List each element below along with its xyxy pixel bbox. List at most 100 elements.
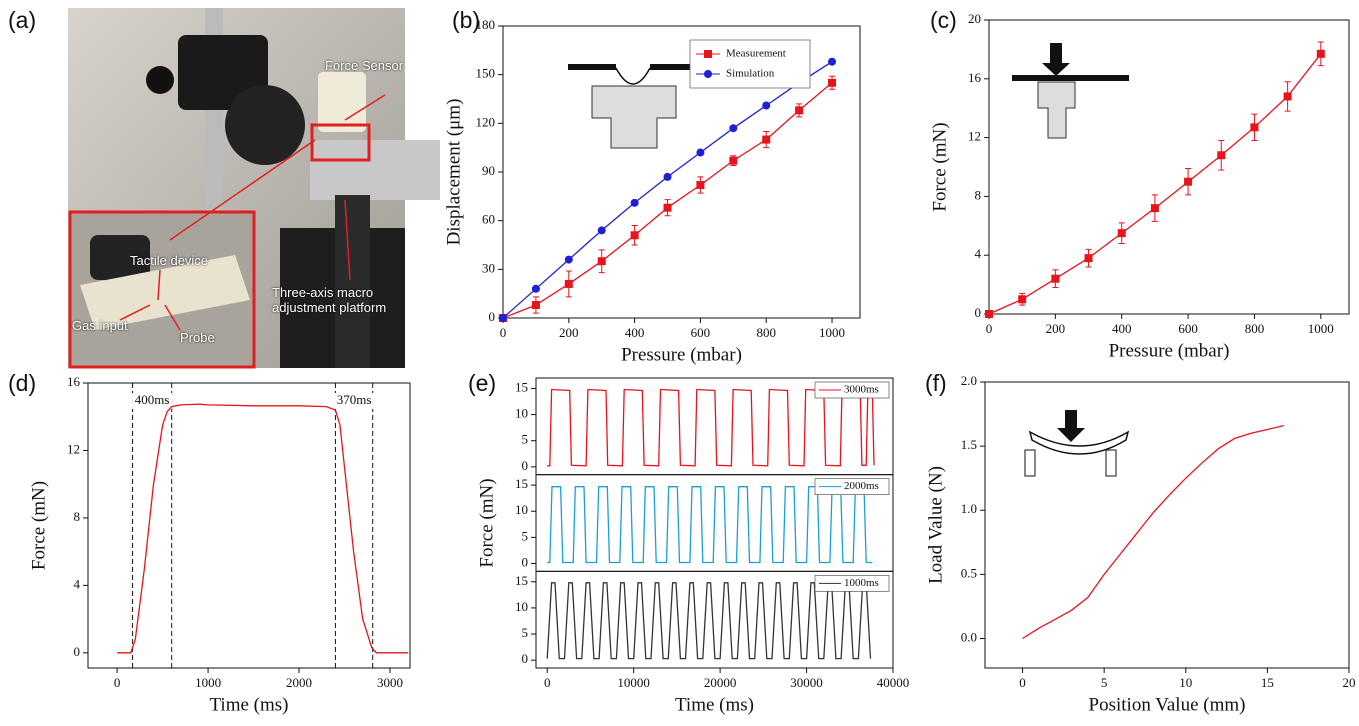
data-point bbox=[762, 101, 771, 110]
x-tick-label: 20 bbox=[1343, 675, 1356, 690]
data-point bbox=[828, 57, 837, 66]
data-point bbox=[1217, 151, 1226, 160]
y-tick-label: 16 bbox=[67, 374, 81, 389]
y-tick-label: 150 bbox=[476, 66, 496, 81]
data-line bbox=[117, 403, 409, 654]
y-tick-label: 8 bbox=[975, 187, 982, 202]
y-axis-label: Force (mN) bbox=[28, 481, 49, 570]
annotation: 370ms bbox=[337, 392, 372, 407]
data-point bbox=[1184, 177, 1193, 186]
legend-marker bbox=[704, 70, 712, 78]
photo-label: Three-axis macro adjustment platform bbox=[272, 285, 387, 315]
y-tick-label: 0 bbox=[522, 458, 529, 473]
data-point bbox=[795, 106, 804, 115]
data-point bbox=[1117, 229, 1126, 238]
y-tick-label: 0 bbox=[489, 309, 496, 324]
data-point bbox=[1084, 254, 1093, 263]
x-axis-label: Pressure (mbar) bbox=[621, 344, 742, 365]
x-tick-label: 5 bbox=[1101, 675, 1108, 690]
inset-b bbox=[568, 64, 698, 149]
x-tick-label: 30000 bbox=[790, 675, 823, 690]
data-point bbox=[729, 124, 738, 133]
x-tick-label: 200 bbox=[559, 325, 579, 340]
x-tick-label: 2000 bbox=[286, 675, 312, 690]
y-tick-label: 16 bbox=[968, 70, 982, 85]
data-line bbox=[547, 486, 873, 564]
x-tick-label: 800 bbox=[1245, 321, 1265, 336]
data-point bbox=[663, 172, 672, 181]
y-tick-label: 0 bbox=[522, 651, 529, 666]
data-point bbox=[1283, 92, 1292, 101]
y-tick-label: 15 bbox=[515, 476, 528, 491]
y-tick-label: 12 bbox=[67, 441, 80, 456]
plot-frame bbox=[535, 570, 894, 669]
legend-box bbox=[814, 574, 890, 592]
panel-label: (b) bbox=[452, 7, 480, 33]
y-tick-label: 60 bbox=[482, 212, 495, 227]
x-tick-label: 10000 bbox=[617, 675, 650, 690]
annotation-bg bbox=[132, 393, 173, 409]
y-tick-label: 90 bbox=[482, 163, 495, 178]
x-tick-label: 0 bbox=[114, 675, 121, 690]
legend-label: 2000ms bbox=[844, 480, 879, 492]
data-point bbox=[1316, 49, 1325, 58]
y-tick-label: 8 bbox=[74, 509, 81, 524]
x-tick-label: 600 bbox=[1178, 321, 1198, 336]
y-tick-label: 10 bbox=[515, 406, 528, 421]
x-tick-label: 1000 bbox=[819, 325, 845, 340]
data-point bbox=[531, 284, 540, 293]
photo-label: Gas input bbox=[72, 318, 128, 333]
legend-marker bbox=[704, 50, 712, 58]
data-point bbox=[696, 180, 705, 189]
inset-f bbox=[1024, 410, 1130, 477]
data-point bbox=[985, 310, 993, 318]
x-tick-label: 10 bbox=[1179, 675, 1192, 690]
x-tick-label: 400 bbox=[625, 325, 645, 340]
y-tick-label: 12 bbox=[968, 129, 981, 144]
y-tick-label: 15 bbox=[515, 573, 528, 588]
y-tick-label: 10 bbox=[515, 502, 528, 517]
data-point bbox=[531, 301, 540, 310]
data-point bbox=[597, 226, 606, 235]
data-point bbox=[696, 148, 705, 157]
data-point bbox=[663, 203, 672, 212]
y-axis-label: Force (mN) bbox=[476, 478, 497, 567]
legend-box bbox=[689, 39, 811, 89]
legend-box bbox=[814, 381, 890, 399]
x-tick-label: 15 bbox=[1261, 675, 1274, 690]
data-point bbox=[564, 255, 573, 264]
y-axis-label: Load Value (N) bbox=[925, 466, 946, 584]
legend-label: Simulation bbox=[726, 68, 775, 80]
data-point bbox=[597, 257, 606, 266]
y-tick-label: 5 bbox=[522, 432, 529, 447]
y-axis-label: Force (mN) bbox=[929, 122, 950, 211]
annotation-bg bbox=[334, 393, 375, 409]
data-point bbox=[1018, 295, 1027, 304]
panel-label: (d) bbox=[8, 370, 36, 396]
y-tick-label: 4 bbox=[74, 576, 81, 591]
data-point bbox=[630, 231, 639, 240]
y-tick-label: 180 bbox=[476, 17, 496, 32]
x-tick-label: 200 bbox=[1046, 321, 1066, 336]
y-tick-label: 5 bbox=[522, 528, 529, 543]
y-tick-label: 120 bbox=[476, 114, 496, 129]
x-tick-label: 1000 bbox=[195, 675, 221, 690]
data-point bbox=[1051, 274, 1060, 283]
data-point bbox=[630, 198, 639, 207]
x-axis-label: Position Value (mm) bbox=[1089, 694, 1246, 715]
y-tick-label: 1.0 bbox=[961, 501, 977, 516]
legend-label: 3000ms bbox=[844, 384, 879, 396]
y-tick-label: 20 bbox=[968, 11, 981, 26]
panel-label: (c) bbox=[930, 7, 957, 33]
panel-label: (a) bbox=[8, 7, 36, 33]
panel-label: (f) bbox=[925, 370, 947, 396]
x-tick-label: 0 bbox=[500, 325, 507, 340]
legend-box bbox=[814, 478, 890, 496]
legend-label: Measurement bbox=[726, 48, 786, 60]
y-tick-label: 0.0 bbox=[961, 629, 977, 644]
y-tick-label: 15 bbox=[515, 379, 528, 394]
y-tick-label: 0.5 bbox=[961, 565, 977, 580]
x-tick-label: 600 bbox=[691, 325, 711, 340]
